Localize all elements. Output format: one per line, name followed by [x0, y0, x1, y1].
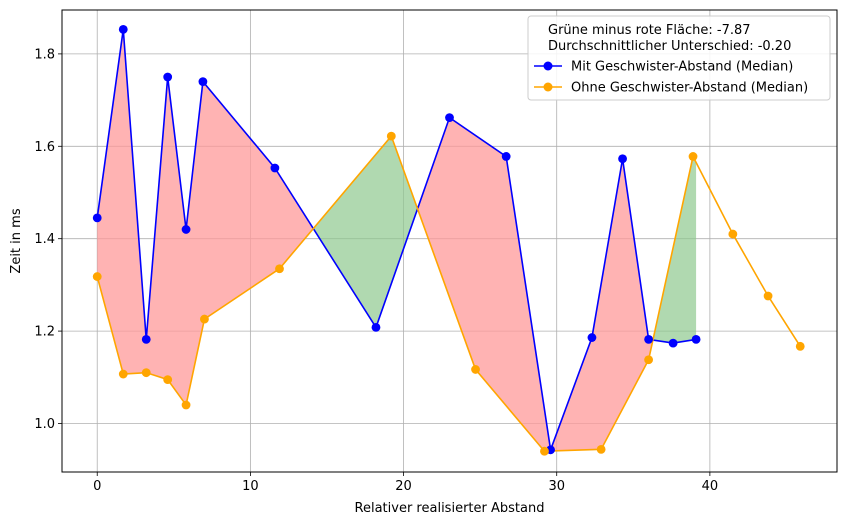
- data-point-ohne: [688, 152, 698, 161]
- data-point-ohne: [386, 131, 396, 141]
- data-point-ohne: [200, 314, 209, 324]
- fill-area-green: [652, 156, 697, 344]
- y-tick-label: 1.4: [34, 232, 55, 247]
- series-line-mit: [96, 29, 697, 451]
- data-point-mit: [181, 225, 191, 234]
- y-tick-label: 1.0: [34, 417, 55, 432]
- data-point-mit: [371, 322, 381, 332]
- legend-box: [527, 15, 831, 101]
- plot-frame: [61, 9, 838, 473]
- x-tick-label: 10: [242, 479, 259, 494]
- data-point-mit: [618, 154, 627, 164]
- data-point-mit: [198, 77, 208, 87]
- data-point-mit: [691, 335, 701, 344]
- data-point-ohne: [728, 229, 738, 239]
- legend-annotation-average: Durchschnittlicher Unterschied: -0.20: [548, 39, 791, 54]
- data-point-mit: [270, 163, 280, 173]
- x-axis: 0 10 20 30 40: [93, 472, 718, 494]
- y-tick-label: 1.8: [34, 47, 55, 62]
- data-point-ohne: [275, 264, 284, 274]
- data-point-mit: [92, 213, 102, 223]
- data-point-mit: [118, 25, 128, 34]
- legend-marker-ohne: [543, 82, 553, 92]
- series-points: [92, 25, 805, 456]
- legend: Grüne minus rote Fläche: -7.87 Durchschn…: [527, 15, 831, 101]
- data-point-ohne: [644, 355, 654, 365]
- data-point-ohne: [118, 369, 128, 379]
- x-tick-label: 20: [395, 479, 412, 494]
- x-tick-label: 30: [548, 479, 565, 494]
- data-point-ohne: [795, 341, 805, 351]
- y-tick-label: 1.2: [34, 325, 55, 340]
- data-point-ohne: [163, 375, 173, 384]
- x-tick-label: 0: [93, 479, 101, 494]
- legend-label-ohne: Ohne Geschwister-Abstand (Median): [571, 81, 808, 96]
- data-point-mit: [141, 335, 151, 344]
- data-point-ohne: [141, 368, 151, 378]
- data-point-mit: [644, 335, 654, 344]
- y-tick-label: 1.6: [34, 140, 55, 155]
- fill-area-green: [313, 136, 418, 328]
- data-point-mit: [163, 72, 173, 82]
- fill-area-red: [97, 29, 314, 406]
- legend-label-mit: Mit Geschwister-Abstand (Median): [571, 60, 793, 75]
- data-point-ohne: [92, 272, 102, 281]
- y-axis: 1.0 1.2 1.4 1.6 1.8: [34, 47, 62, 432]
- data-point-mit: [587, 333, 597, 342]
- x-tick-label: 40: [702, 479, 719, 494]
- data-point-mit: [445, 113, 454, 123]
- data-point-ohne: [540, 446, 549, 456]
- data-point-ohne: [596, 444, 606, 454]
- series-line-ohne: [96, 134, 801, 453]
- fill-area-red: [417, 117, 653, 452]
- data-point-mit: [501, 152, 511, 161]
- x-axis-label: Relativer realisierter Abstand: [355, 501, 545, 516]
- legend-annotation-area: Grüne minus rote Fläche: -7.87: [548, 23, 751, 38]
- y-axis-label: Zeit in ms: [9, 208, 24, 273]
- data-point-mit: [668, 338, 678, 348]
- series-lines: [96, 29, 801, 453]
- data-point-ohne: [471, 365, 480, 374]
- legend-marker-mit: [543, 61, 553, 71]
- data-point-ohne: [181, 400, 191, 410]
- data-point-ohne: [763, 291, 773, 301]
